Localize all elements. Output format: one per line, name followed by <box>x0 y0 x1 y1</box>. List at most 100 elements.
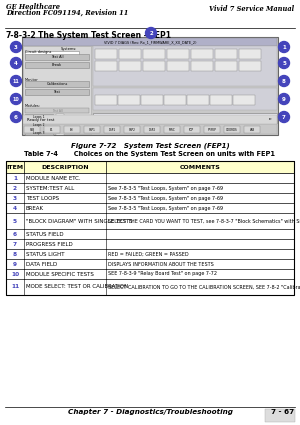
FancyBboxPatch shape <box>25 108 89 113</box>
Text: 7-8-3-2: 7-8-3-2 <box>6 31 37 40</box>
FancyBboxPatch shape <box>215 49 237 59</box>
FancyBboxPatch shape <box>93 113 277 123</box>
Text: ITEM: ITEM <box>6 164 24 170</box>
FancyBboxPatch shape <box>118 95 140 105</box>
Text: Figure 7-72   System Test Screen (FEP1): Figure 7-72 System Test Screen (FEP1) <box>70 142 230 149</box>
Text: 1: 1 <box>282 45 286 49</box>
FancyBboxPatch shape <box>6 193 294 203</box>
FancyBboxPatch shape <box>141 95 163 105</box>
Circle shape <box>11 76 22 87</box>
FancyBboxPatch shape <box>239 49 261 59</box>
Text: 4: 4 <box>14 60 18 65</box>
Text: FP/FEP: FP/FEP <box>208 128 216 131</box>
Circle shape <box>278 42 290 53</box>
FancyBboxPatch shape <box>244 126 260 133</box>
FancyBboxPatch shape <box>6 269 294 279</box>
Text: SELECT CALIBRATION TO GO TO THE CALIBRATION SCREEN, SEE 7-8-2 "Calibration Scree: SELECT CALIBRATION TO GO TO THE CALIBRAT… <box>108 284 300 289</box>
FancyBboxPatch shape <box>23 115 277 124</box>
Text: Loops 3: Loops 3 <box>33 130 45 134</box>
FancyBboxPatch shape <box>119 49 141 59</box>
Text: Table 7-4       Choices on the System Test Screen on units with FEP1: Table 7-4 Choices on the System Test Scr… <box>25 151 275 157</box>
FancyBboxPatch shape <box>144 126 160 133</box>
Text: 5: 5 <box>282 60 286 65</box>
Circle shape <box>278 111 290 122</box>
Text: 2: 2 <box>13 185 17 190</box>
Text: 11: 11 <box>13 79 20 83</box>
Text: MODE SELECT: TEST OR CALIBRATION: MODE SELECT: TEST OR CALIBRATION <box>26 284 128 289</box>
FancyBboxPatch shape <box>164 126 180 133</box>
FancyBboxPatch shape <box>143 49 165 59</box>
Text: BREAK: BREAK <box>26 206 44 210</box>
Text: SELECT THE CARD YOU WANT TO TEST, see 7-8-3-7 "Block Schematics" with Single Tes: SELECT THE CARD YOU WANT TO TEST, see 7-… <box>108 218 300 224</box>
Text: TEST LOOPS: TEST LOOPS <box>26 196 59 201</box>
FancyBboxPatch shape <box>6 213 294 229</box>
Text: Break: Break <box>52 63 62 67</box>
FancyBboxPatch shape <box>95 95 117 105</box>
Text: SYSTEM:TEST ALL: SYSTEM:TEST ALL <box>26 185 74 190</box>
Circle shape <box>278 57 290 68</box>
Text: GE Healthcare: GE Healthcare <box>6 3 60 11</box>
Text: 3: 3 <box>14 45 18 49</box>
Text: DISPLAYS INFORMATION ABOUT THE TESTS: DISPLAYS INFORMATION ABOUT THE TESTS <box>108 261 214 266</box>
Text: SLB: SLB <box>29 128 34 131</box>
FancyBboxPatch shape <box>167 49 189 59</box>
Text: DSP1: DSP1 <box>108 128 116 131</box>
FancyBboxPatch shape <box>6 161 294 173</box>
FancyBboxPatch shape <box>23 46 91 134</box>
FancyBboxPatch shape <box>25 114 53 119</box>
FancyBboxPatch shape <box>6 203 294 213</box>
Text: 8: 8 <box>282 79 286 83</box>
FancyBboxPatch shape <box>6 229 294 239</box>
FancyBboxPatch shape <box>25 51 79 58</box>
Text: Direction FC091194, Revision 11: Direction FC091194, Revision 11 <box>6 9 128 17</box>
Text: Chapter 7 - Diagnostics/Troubleshooting: Chapter 7 - Diagnostics/Troubleshooting <box>68 409 232 415</box>
Text: Calibrations: Calibrations <box>46 82 68 86</box>
Text: 10: 10 <box>11 272 19 277</box>
Text: RED = FAILED; GREEN = PASSED: RED = FAILED; GREEN = PASSED <box>108 252 189 257</box>
FancyBboxPatch shape <box>56 114 64 119</box>
Text: 6: 6 <box>13 232 17 236</box>
Text: The System Test Screen - FEP1: The System Test Screen - FEP1 <box>38 31 171 40</box>
FancyBboxPatch shape <box>6 249 294 259</box>
Circle shape <box>146 28 157 39</box>
FancyBboxPatch shape <box>215 61 237 71</box>
FancyBboxPatch shape <box>64 126 80 133</box>
Text: B3: B3 <box>70 128 74 131</box>
FancyBboxPatch shape <box>187 95 209 105</box>
Text: 8: 8 <box>13 252 17 257</box>
Text: Test: Test <box>53 90 61 94</box>
Text: TCP: TCP <box>189 128 195 131</box>
FancyBboxPatch shape <box>6 183 294 193</box>
Text: 10: 10 <box>13 96 20 102</box>
Text: COMMENTS: COMMENTS <box>180 164 220 170</box>
Text: MISC: MISC <box>169 128 176 131</box>
FancyBboxPatch shape <box>184 126 200 133</box>
Text: "BLOCK DIAGRAM" WITH SINGLE TESTS: "BLOCK DIAGRAM" WITH SINGLE TESTS <box>26 218 133 224</box>
Text: 6: 6 <box>14 114 18 119</box>
FancyBboxPatch shape <box>143 61 165 71</box>
FancyBboxPatch shape <box>191 49 213 59</box>
FancyBboxPatch shape <box>23 38 277 46</box>
FancyBboxPatch shape <box>233 95 255 105</box>
FancyBboxPatch shape <box>56 130 64 135</box>
Text: DATA FIELD: DATA FIELD <box>26 261 57 266</box>
FancyBboxPatch shape <box>95 49 117 59</box>
FancyBboxPatch shape <box>124 126 140 133</box>
Text: DESCRIPTION: DESCRIPTION <box>41 164 89 170</box>
FancyBboxPatch shape <box>25 81 89 87</box>
FancyBboxPatch shape <box>44 126 60 133</box>
FancyBboxPatch shape <box>25 122 53 127</box>
FancyBboxPatch shape <box>6 279 294 295</box>
Text: SSP2: SSP2 <box>129 128 135 131</box>
FancyBboxPatch shape <box>6 259 294 269</box>
Text: Test All: Test All <box>51 55 63 59</box>
Text: STATUS FIELD: STATUS FIELD <box>26 232 64 236</box>
FancyBboxPatch shape <box>204 126 220 133</box>
FancyBboxPatch shape <box>93 88 277 110</box>
Text: Systems:: Systems: <box>61 47 77 51</box>
FancyBboxPatch shape <box>6 239 294 249</box>
Text: Test All: Test All <box>52 108 62 113</box>
Text: Circuit designs: Circuit designs <box>25 50 51 54</box>
Text: Ready for test: Ready for test <box>27 117 54 122</box>
Text: See 7-8-3-5 "Test Loops, System" on page 7-69: See 7-8-3-5 "Test Loops, System" on page… <box>108 206 223 210</box>
